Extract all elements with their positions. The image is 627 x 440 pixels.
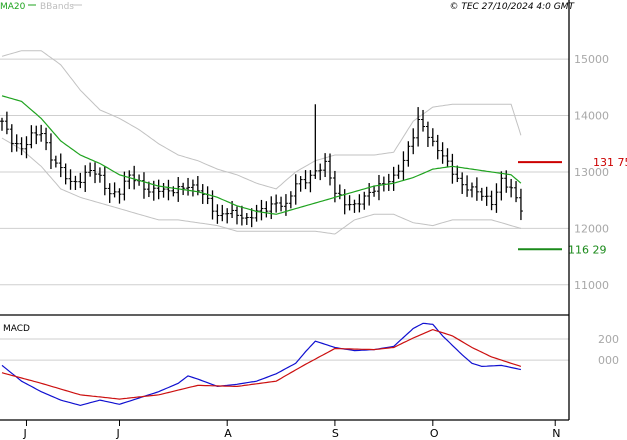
resistance-label: 131 75 <box>593 156 627 169</box>
support-resistance-levels: 131 75 116 29 <box>518 156 627 256</box>
macd-lines <box>1 322 522 407</box>
macd-line <box>1 322 522 407</box>
macd-tick-label: 200 <box>598 333 619 346</box>
macd-tick-label: 000 <box>598 354 619 367</box>
bband-lower <box>1 137 522 235</box>
legend-bbands: BBands <box>40 2 74 12</box>
x-tick-label: O <box>430 427 439 440</box>
price-tick-label: 12000 <box>574 222 609 235</box>
ma20-path <box>1 95 522 215</box>
legend-ma20: MA20 <box>0 2 26 12</box>
price-tick-label: 11000 <box>574 279 609 292</box>
price-tick-label: 15000 <box>574 53 609 66</box>
signal-line <box>1 328 522 400</box>
x-tick-label: S <box>332 427 339 440</box>
price-tick-label: 13000 <box>574 166 609 179</box>
macd-title: MACD <box>3 324 30 334</box>
x-tick-label: J <box>115 427 119 440</box>
copyright-text: © TEC 27/10/2024 4:0 GMT <box>449 2 575 12</box>
bollinger-bands <box>1 50 522 235</box>
bband-upper <box>1 50 522 190</box>
ma20-line <box>1 95 522 215</box>
x-tick-label: J <box>22 427 26 440</box>
price-bars <box>0 104 523 228</box>
x-tick-label: A <box>224 427 232 440</box>
price-tick-label: 14000 <box>574 110 609 123</box>
x-tick-label: N <box>552 427 560 440</box>
support-label: 116 29 <box>568 243 607 256</box>
axis-labels: 11000 12000 13000 14000 15000 200 000 J J A S O N <box>22 53 619 440</box>
